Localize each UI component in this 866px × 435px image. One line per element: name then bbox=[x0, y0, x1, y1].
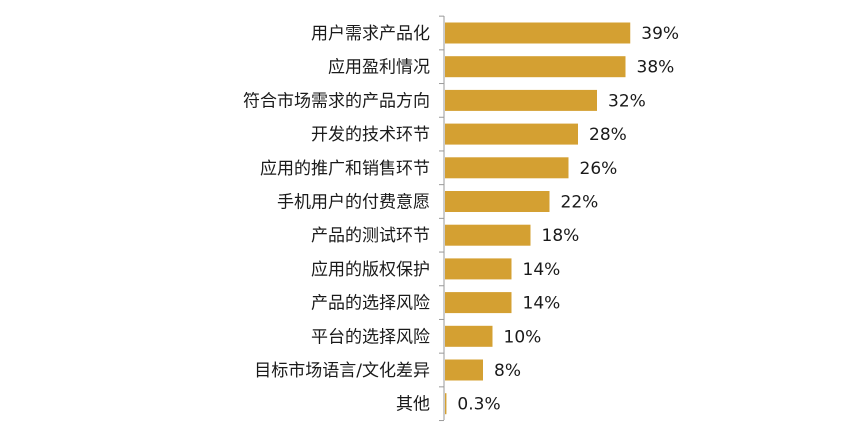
bar bbox=[445, 157, 569, 179]
category-label: 符合市场需求的产品方向 bbox=[243, 91, 430, 111]
bar bbox=[445, 325, 493, 347]
data-label: 39% bbox=[641, 24, 679, 44]
value-labels-layer: 39% 38% 32% 28% 26% 22% 18% 14% 14% 10% 8% 0.3% bbox=[457, 24, 679, 415]
data-label: 8% bbox=[494, 361, 521, 381]
bar bbox=[445, 123, 578, 145]
bar bbox=[445, 56, 626, 78]
category-label: 应用盈利情况 bbox=[328, 58, 430, 78]
category-label: 产品的选择风险 bbox=[311, 294, 430, 314]
category-label: 目标市场语言/文化差异 bbox=[254, 361, 430, 381]
axis-layer bbox=[439, 15, 445, 422]
bar bbox=[445, 359, 483, 381]
data-label: 0.3% bbox=[457, 395, 500, 415]
bar bbox=[445, 224, 531, 246]
bar bbox=[445, 258, 512, 280]
category-label: 开发的技术环节 bbox=[311, 125, 430, 145]
data-label: 38% bbox=[637, 58, 675, 78]
data-label: 32% bbox=[608, 91, 646, 111]
category-label: 平台的选择风险 bbox=[311, 327, 430, 347]
bar bbox=[445, 292, 512, 314]
data-label: 10% bbox=[504, 327, 542, 347]
category-label: 其他 bbox=[396, 395, 430, 415]
data-label: 26% bbox=[580, 159, 618, 179]
bars-layer bbox=[445, 22, 631, 415]
category-label: 产品的测试环节 bbox=[311, 226, 430, 246]
category-label: 手机用户的付费意愿 bbox=[277, 193, 430, 213]
data-label: 22% bbox=[561, 193, 599, 213]
category-label: 应用的推广和销售环节 bbox=[260, 159, 430, 179]
category-labels-layer: 用户需求产品化应用盈利情况符合市场需求的产品方向开发的技术环节应用的推广和销售环… bbox=[243, 24, 430, 415]
bar bbox=[445, 89, 597, 111]
category-label: 用户需求产品化 bbox=[311, 24, 430, 44]
data-label: 14% bbox=[523, 260, 561, 280]
data-label: 14% bbox=[523, 294, 561, 314]
bar bbox=[445, 191, 550, 212]
data-label: 28% bbox=[589, 125, 627, 145]
category-label: 应用的版权保护 bbox=[311, 260, 430, 280]
data-label: 18% bbox=[542, 226, 580, 246]
bar bbox=[445, 22, 631, 44]
bar bbox=[445, 393, 447, 415]
